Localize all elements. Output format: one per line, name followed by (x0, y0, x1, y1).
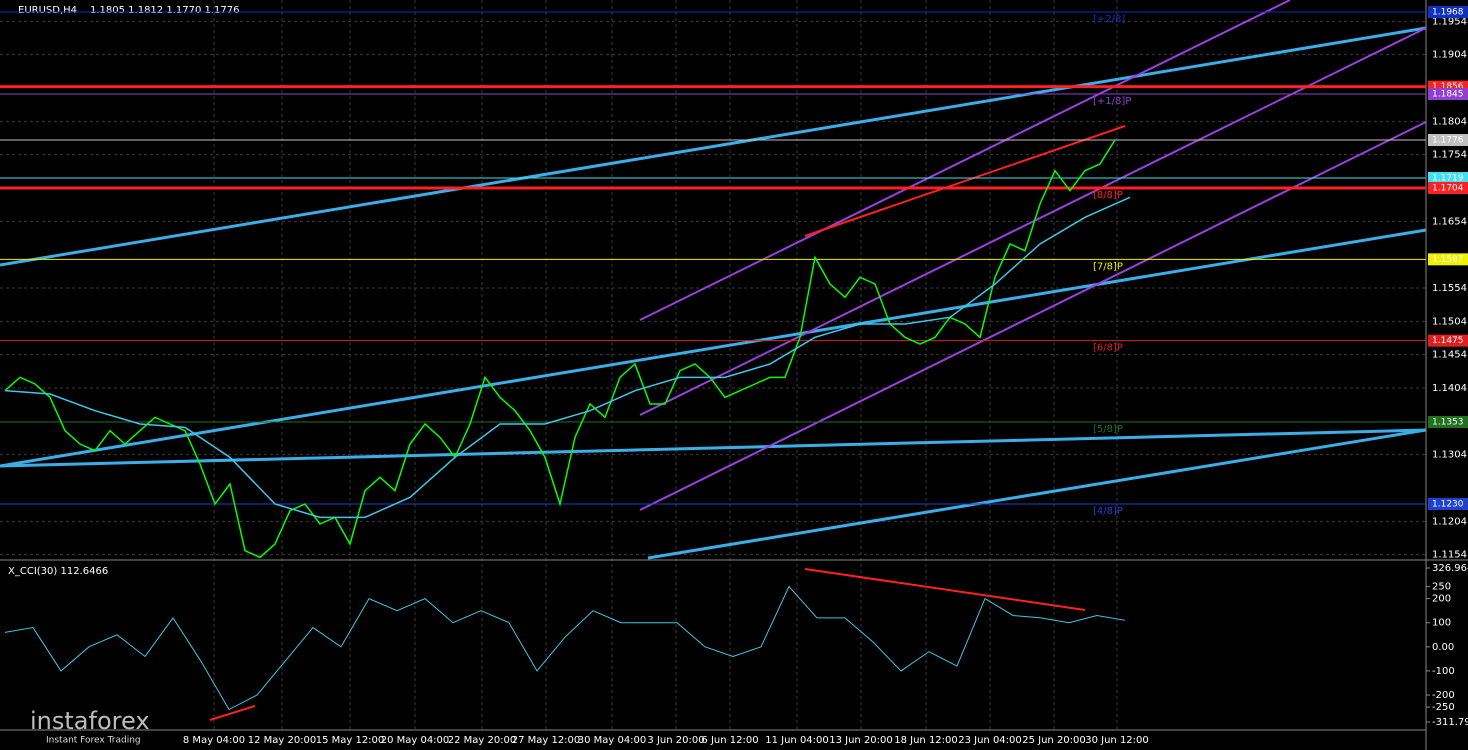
x-tick-label: 8 May 04:00 (183, 735, 245, 746)
x-tick-label: 30 Jun 12:00 (1085, 735, 1149, 746)
y-tick-label: 1.1504 (1432, 316, 1467, 327)
x-tick-label: 22 May 20:00 (448, 735, 517, 746)
level-label: 1.1719 (1432, 174, 1464, 184)
x-tick-label: 11 Jun 04:00 (765, 735, 829, 746)
trend-line (0, 26, 1427, 267)
level-label: 1.1353 (1432, 418, 1464, 428)
level-box (1428, 334, 1468, 347)
chart-title: EURUSD,H4 (18, 5, 77, 16)
y-tick-label: 1.1404 (1432, 383, 1467, 394)
regression-line (804, 125, 1126, 237)
channel-line (639, 27, 1427, 416)
moving-average (4, 196, 1131, 519)
level-label: 1.1597 (1432, 255, 1464, 265)
level-box (1428, 172, 1468, 184)
level-label: 1.1704 (1432, 184, 1464, 194)
cci-tick-label: -250 (1432, 702, 1455, 713)
y-tick-label: 1.1304 (1432, 450, 1467, 461)
y-tick-label: 1.1754 (1432, 150, 1467, 161)
x-tick-label: 23 Jun 04:00 (958, 735, 1022, 746)
level-tag: [4/8]P (1093, 506, 1123, 517)
x-tick-label: 3 Jun 20:00 (647, 735, 704, 746)
x-tick-label: 25 Jun 20:00 (1022, 735, 1086, 746)
level-box (1428, 182, 1468, 194)
trend-line (0, 228, 1427, 468)
x-tick-label: 20 May 04:00 (381, 735, 450, 746)
level-label: 1.1845 (1432, 90, 1464, 100)
cci-tick-label: -311.798 (1432, 717, 1468, 728)
watermark-sub: Instant Forex Trading (46, 736, 141, 746)
level-tag: [6/8]P (1093, 343, 1123, 354)
level-label: 1.1856 (1432, 82, 1464, 92)
level-tag: [5/8]P (1093, 424, 1123, 435)
x-tick-label: 6 Jun 12:00 (701, 735, 758, 746)
x-tick-label: 15 May 12:00 (316, 735, 385, 746)
x-tick-label: 27 May 12:00 (512, 735, 581, 746)
y-tick-label: 1.1204 (1432, 516, 1467, 527)
level-box (1428, 6, 1468, 18)
divergence-line (209, 705, 256, 721)
level-box (1428, 88, 1468, 100)
y-tick-label: 1.1954 (1432, 16, 1467, 27)
y-tick-label: 1.1454 (1432, 350, 1467, 361)
x-tick-label: 12 May 20:00 (248, 735, 317, 746)
level-box (1428, 134, 1468, 146)
x-tick-label: 18 Jun 12:00 (894, 735, 958, 746)
quote: 1.1805 1.1812 1.1770 1.1776 (90, 5, 240, 16)
level-box (1428, 253, 1468, 266)
channel-line (639, 0, 1291, 321)
cci-tick-label: 200 (1432, 594, 1451, 605)
level-tag: [+1/8]P (1093, 96, 1131, 107)
level-tag: [7/8]P (1093, 261, 1123, 272)
y-tick-label: 1.1654 (1432, 216, 1467, 227)
level-tag: [+2/8] (1093, 14, 1125, 25)
y-tick-label: 1.1804 (1432, 116, 1467, 127)
level-label: 1.1776 (1432, 136, 1464, 146)
cci-tick-label: -200 (1432, 690, 1455, 701)
cci-tick-label: 100 (1432, 618, 1451, 629)
level-box (1428, 416, 1468, 428)
level-label: 1.1968 (1432, 8, 1464, 18)
trend-line (0, 428, 1427, 468)
watermark: instaforex (30, 707, 150, 735)
x-tick-label: 30 May 04:00 (578, 735, 647, 746)
price-line (4, 139, 1116, 559)
level-box (1428, 498, 1468, 510)
trend-line (647, 428, 1427, 560)
cci-tick-label: 326.9647 (1432, 563, 1468, 574)
level-tag: [8/8]P (1093, 190, 1123, 201)
cci-tick-label: 0.00 (1432, 642, 1454, 653)
cci-tick-label: -100 (1432, 666, 1455, 677)
y-tick-label: 1.1904 (1432, 50, 1467, 61)
divergence-line (804, 568, 1086, 611)
level-label: 1.1230 (1432, 500, 1464, 510)
y-tick-label: 1.1154 (1432, 550, 1467, 561)
x-tick-label: 13 Jun 20:00 (829, 735, 893, 746)
level-label: 1.1475 (1432, 336, 1464, 346)
y-tick-label: 1.1554 (1432, 283, 1467, 294)
cci-title: X_CCI(30) 112.6466 (8, 566, 108, 577)
cci-tick-label: 250 (1432, 582, 1451, 593)
cci-line (4, 585, 1126, 711)
